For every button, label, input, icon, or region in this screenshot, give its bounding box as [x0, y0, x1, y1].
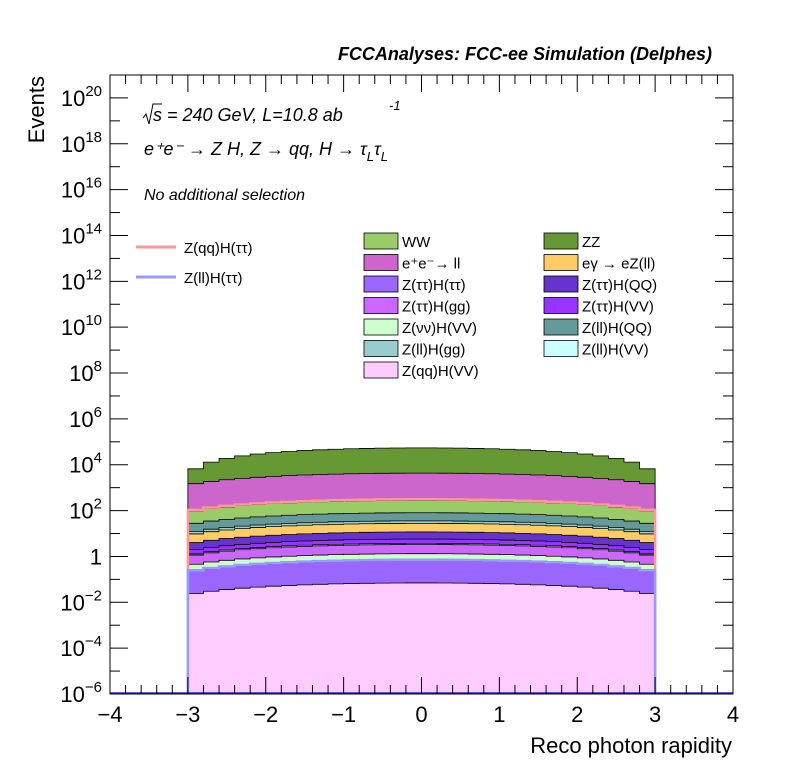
legend-label: eγ → eZ(ll) [582, 256, 655, 273]
legend-label: Z(ll)H(QQ) [582, 320, 652, 337]
x-tick-label: 1 [493, 702, 505, 727]
legend-swatch [363, 232, 399, 250]
x-tick-label: −1 [331, 702, 356, 727]
legend-swatch [543, 275, 579, 293]
legend-swatch [543, 318, 579, 336]
signal-line-2 [186, 558, 657, 694]
y-tick-label: 106 [69, 404, 102, 432]
y-tick-label: 108 [69, 358, 102, 386]
process-text: e⁺e⁻ → Z H, Z → qq, H → τLτL [144, 139, 388, 164]
y-tick-label: 10−6 [60, 679, 102, 707]
legend-label: Z(ll)H(gg) [402, 342, 465, 359]
y-tick-label: 1020 [61, 83, 102, 111]
legend-label: Z(νν)H(VV) [402, 320, 477, 337]
y-tick-label: 1018 [61, 129, 102, 157]
line-legend-label: Z(qq)H(ττ) [184, 240, 253, 257]
legend-label: Z(ττ)H(VV) [582, 299, 654, 316]
y-tick-label: 1016 [61, 175, 102, 203]
x-axis-label: Reco photon rapidity [530, 733, 732, 758]
legend-swatch [543, 297, 579, 314]
x-tick-label: 0 [415, 702, 427, 727]
y-tick-label: 1014 [61, 220, 102, 248]
x-tick-label: 3 [649, 702, 661, 727]
axes: −4 −3 −2 −1 0 1 2 3 4 1020 1018 1016 1014 1012 1010 108… [60, 74, 739, 727]
y-tick-label: 1010 [61, 312, 102, 340]
x-tick-label: 4 [727, 702, 739, 727]
legend-swatch [363, 297, 399, 314]
selection-annotation: No additional selection [144, 187, 305, 204]
y-axis-label: Events [24, 76, 49, 143]
legend-label: WW [402, 234, 431, 251]
legend-label: Z(qq)H(VV) [402, 363, 479, 380]
y-tick-label: 10−4 [60, 633, 102, 661]
x-tick-label: −3 [175, 702, 200, 727]
legend-label: Z(ττ)H(ττ) [402, 277, 466, 294]
signal-line-1 [186, 498, 657, 694]
x-tick-label: −4 [97, 702, 122, 727]
sqrt-bar [142, 103, 162, 125]
y-tick-label: 10−2 [60, 587, 102, 615]
y-tick-label: 1012 [61, 266, 102, 294]
legend-swatch [363, 318, 399, 336]
chart-title: FCCAnalyses: FCC-ee Simulation (Delphes) [338, 44, 712, 64]
legend-label: Z(ll)H(VV) [582, 342, 649, 359]
stack-legend: WW e⁺e⁻→ ll Z(ττ)H(ττ) Z(ττ)H(gg) Z(νν)H(VV)… [363, 232, 657, 380]
legend-label: Z(ττ)H(QQ) [582, 277, 657, 294]
legend-swatch [363, 254, 399, 271]
energy-annotation: s = 240 GeV, L=10.8 ab -1 [142, 98, 401, 125]
line-legend-label: Z(ll)H(ττ) [184, 270, 243, 287]
stack-layer-1-z-qq-h-vv [187, 582, 656, 695]
legend-label: e⁺e⁻→ ll [402, 256, 460, 273]
stacked-histogram [187, 447, 656, 695]
legend-label: ZZ [582, 234, 600, 251]
legend-swatch [543, 254, 579, 271]
legend-swatch [363, 275, 399, 293]
process-annotation: e⁺e⁻ → Z H, Z → qq, H → τLτL [144, 139, 388, 164]
legend-swatch [543, 340, 579, 357]
legend-swatch [363, 340, 399, 357]
y-tick-label: 104 [69, 450, 102, 478]
legend-swatch [543, 232, 579, 250]
y-tick-label: 102 [69, 496, 102, 524]
legend-label: Z(ττ)H(gg) [402, 299, 471, 316]
energy-text: s = 240 GeV, L=10.8 ab [153, 105, 343, 125]
y-tick-label: 1 [90, 544, 102, 569]
line-legend: Z(qq)H(ττ) Z(ll)H(ττ) [136, 240, 253, 287]
x-tick-label: −2 [253, 702, 278, 727]
x-tick-label: 2 [571, 702, 583, 727]
legend-swatch [363, 361, 399, 379]
energy-unit-sup: -1 [389, 98, 401, 113]
